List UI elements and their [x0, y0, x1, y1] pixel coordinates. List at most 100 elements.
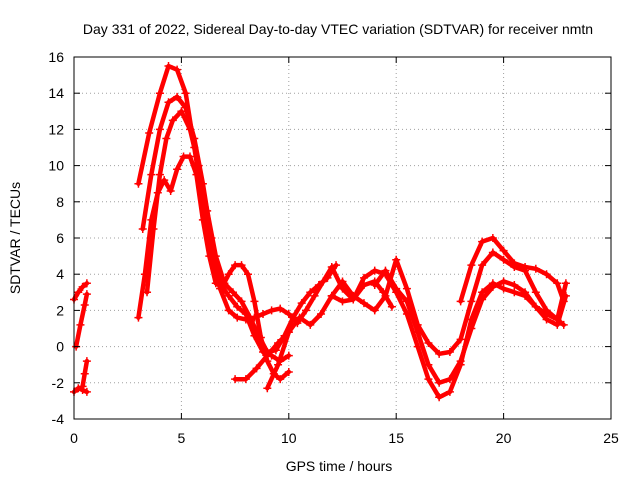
y-tick-label: 12 [48, 121, 64, 137]
data-point [301, 306, 310, 315]
data-point [177, 107, 186, 116]
data-point [82, 290, 91, 299]
data-point [488, 282, 497, 291]
data-point [181, 89, 190, 98]
data-point [233, 302, 242, 311]
series-line-arc-2 [71, 385, 90, 395]
data-point [138, 224, 147, 233]
y-tick-label: 2 [56, 302, 64, 318]
data-point [155, 125, 164, 134]
data-point [155, 170, 164, 179]
data-point [531, 302, 540, 311]
data-point [164, 98, 173, 107]
data-point [82, 387, 91, 396]
data-point [445, 375, 454, 384]
data-point [499, 255, 508, 264]
y-tick-label: 4 [56, 266, 64, 282]
data-point [435, 349, 444, 358]
data-point [211, 279, 220, 288]
data-point [467, 261, 476, 270]
data-point [276, 304, 285, 313]
data-point [510, 281, 519, 290]
data-point [499, 284, 508, 293]
data-point [424, 360, 433, 369]
data-point [173, 92, 182, 101]
data-point [499, 246, 508, 255]
data-point [332, 261, 341, 270]
y-axis-label: SDTVAR / TECUs [7, 182, 23, 294]
data-point [198, 215, 207, 224]
data-point [274, 338, 283, 347]
x-axis-label: GPS time / hours [286, 458, 393, 474]
data-point [456, 297, 465, 306]
data-point [145, 129, 154, 138]
data-point [488, 234, 497, 242]
series-line-arc-8 [136, 154, 292, 382]
data-point [166, 186, 175, 195]
data-point [224, 291, 233, 300]
data-point [241, 375, 250, 384]
data-point [327, 291, 336, 300]
data-point [267, 306, 276, 315]
x-tick-label: 15 [388, 430, 404, 446]
data-point [297, 299, 306, 308]
data-point [284, 328, 293, 337]
data-point [228, 288, 237, 297]
data-point [173, 165, 182, 174]
data-point [224, 306, 233, 315]
data-point [392, 255, 401, 264]
data-point [456, 335, 465, 344]
x-tick-label: 10 [281, 430, 297, 446]
data-point [80, 369, 89, 378]
data-point [510, 259, 519, 268]
y-tick-label: 14 [48, 85, 64, 101]
y-tick-label: -2 [52, 375, 65, 391]
data-point [559, 297, 568, 306]
data-point [74, 288, 83, 297]
data-point [435, 393, 444, 402]
data-point [185, 125, 194, 134]
data-point [510, 288, 519, 297]
data-point [82, 357, 91, 366]
data-point [499, 277, 508, 286]
data-point [478, 288, 487, 297]
data-point [78, 282, 87, 291]
data-point [134, 313, 143, 322]
data-point [218, 282, 227, 291]
series-line-arc-1 [71, 281, 90, 302]
data-point [553, 279, 562, 288]
data-point [310, 291, 319, 300]
data-point [246, 313, 255, 322]
data-point [531, 288, 540, 297]
data-point [153, 188, 162, 197]
x-tick-label: 20 [496, 430, 512, 446]
data-point [194, 161, 203, 170]
x-tick-label: 5 [178, 430, 186, 446]
data-point [237, 297, 246, 306]
y-tick-label: -4 [52, 411, 65, 427]
data-point [467, 297, 476, 306]
data-point [338, 277, 347, 286]
data-point [276, 375, 285, 384]
y-tick-label: 8 [56, 194, 64, 210]
data-point [181, 103, 190, 112]
data-point [231, 375, 240, 384]
data-point [168, 116, 177, 125]
data-point [381, 266, 390, 275]
data-point [323, 273, 332, 282]
data-point [413, 328, 422, 337]
data-point [134, 179, 143, 188]
series-line-arc-6 [140, 94, 292, 364]
series-line-arc-7 [144, 109, 339, 355]
series-line-arc-5 [136, 63, 395, 326]
data-point [203, 206, 212, 215]
series-line-arc-3 [73, 291, 90, 349]
data-point [185, 152, 194, 161]
y-tick-label: 0 [56, 339, 64, 355]
data-point [284, 367, 293, 376]
data-point [252, 364, 261, 373]
data-point [160, 176, 169, 185]
data-point [306, 320, 315, 329]
series-line-arc-12 [372, 268, 569, 386]
